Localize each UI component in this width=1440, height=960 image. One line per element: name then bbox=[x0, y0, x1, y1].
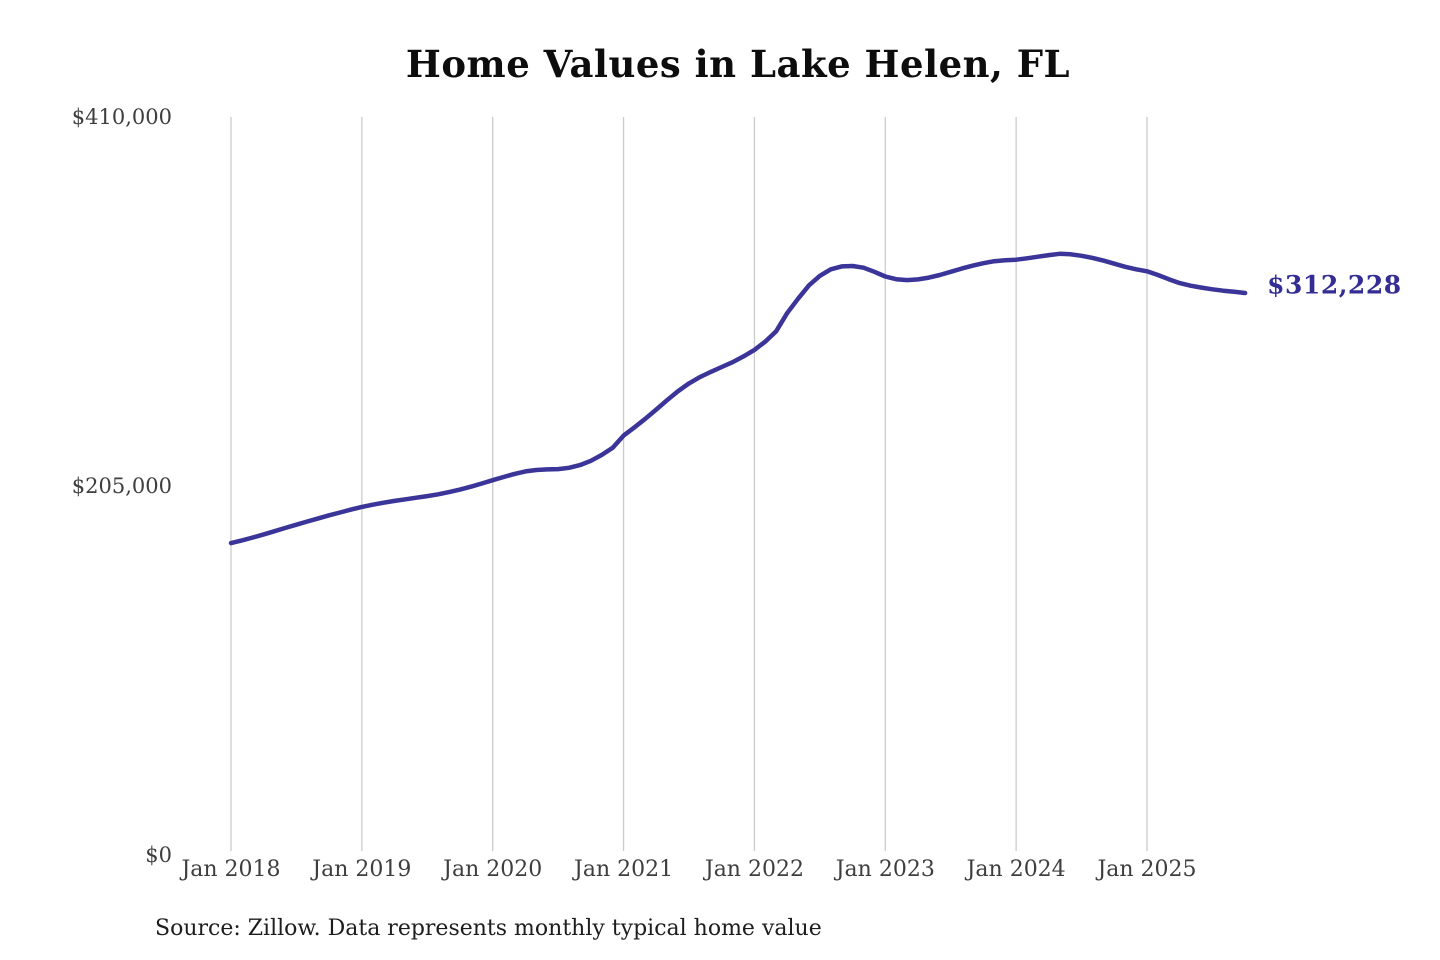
x-axis-tick-label: Jan 2020 bbox=[443, 857, 543, 882]
source-note: Source: Zillow. Data represents monthly … bbox=[155, 916, 822, 941]
x-axis-tick-label: Jan 2025 bbox=[1097, 857, 1197, 882]
x-axis-tick-label: Jan 2018 bbox=[181, 857, 281, 882]
x-axis-tick-label: Jan 2019 bbox=[312, 857, 412, 882]
y-axis-tick-label: $205,000 bbox=[71, 474, 172, 498]
x-axis-tick-label: Jan 2023 bbox=[835, 857, 935, 882]
x-axis-tick-label: Jan 2021 bbox=[574, 857, 674, 882]
x-axis-tick-label: Jan 2022 bbox=[704, 857, 804, 882]
latest-value-label: $312,228 bbox=[1267, 270, 1402, 300]
x-axis-tick-label: Jan 2024 bbox=[966, 857, 1066, 882]
y-axis-tick-label: $0 bbox=[145, 843, 172, 867]
home-value-series-line bbox=[228, 251, 1248, 546]
y-axis-tick-label: $410,000 bbox=[71, 105, 172, 129]
chart-title: Home Values in Lake Helen, FL bbox=[405, 42, 1071, 86]
